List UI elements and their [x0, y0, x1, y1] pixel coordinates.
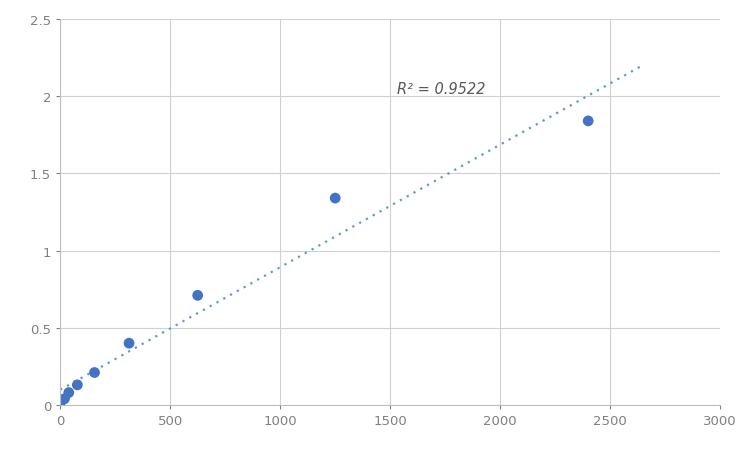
Point: [329, 195, 341, 202]
Point: [582, 118, 594, 125]
Point: [123, 340, 135, 347]
Point: [71, 382, 83, 389]
Point: [62, 389, 74, 396]
Point: [54, 400, 66, 407]
Text: R² = 0.9522: R² = 0.9522: [397, 82, 485, 97]
Point: [59, 395, 71, 402]
Point: [89, 369, 101, 376]
Point: [192, 292, 204, 299]
